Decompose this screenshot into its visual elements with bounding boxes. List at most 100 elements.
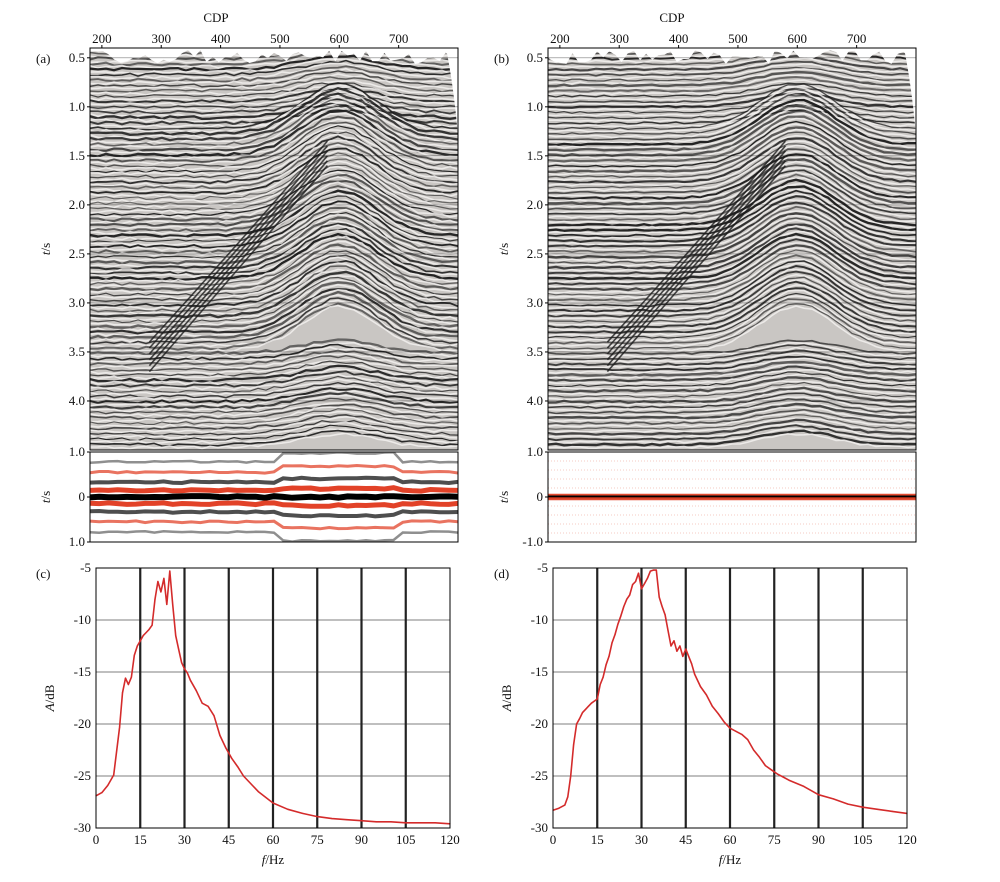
reflector-line: [548, 123, 916, 171]
time-axis-title: t/s: [496, 243, 511, 255]
seismic-section-a: [90, 48, 458, 450]
spectrum-point: [599, 683, 601, 686]
spectrum-plot-c: [95, 567, 451, 829]
autocorr-band: [90, 500, 458, 509]
reflector-line: [548, 60, 916, 77]
reflector-line: [90, 358, 458, 375]
reflector-line: [548, 411, 916, 428]
autocorr-band: [90, 452, 458, 465]
cdp-axis-title: CDP: [659, 10, 684, 25]
cdp-tick-label: 700: [847, 31, 867, 46]
spectrum-point: [747, 739, 749, 741]
reflector-line: [548, 144, 916, 192]
reflector-line: [90, 92, 458, 142]
amp-tick-label: -10: [74, 612, 91, 627]
spectrum-point: [584, 708, 587, 711]
reflector-line: [548, 279, 916, 326]
reflector-line: [548, 385, 916, 401]
spectrum-point: [287, 808, 289, 810]
reflector-line: [90, 385, 458, 402]
reflector-line: [548, 380, 916, 396]
reflector-line: [548, 49, 916, 66]
freq-axis-title: f/Hz: [719, 852, 742, 867]
reflector-line: [548, 214, 916, 262]
autocorr-band: [90, 493, 458, 501]
freq-tick-label: 75: [768, 832, 781, 847]
reflector-line: [90, 97, 458, 115]
reflector-line: [548, 178, 916, 228]
spectrum-point: [172, 603, 174, 606]
reflector-line: [548, 368, 916, 385]
autocorr-band: [90, 530, 458, 542]
spectrum-point: [717, 713, 719, 715]
reflector-line: [548, 249, 916, 297]
spectrum-point: [163, 577, 165, 580]
spectrum-point: [776, 773, 778, 775]
reflector-line: [548, 95, 916, 112]
dipping-event: [148, 140, 329, 343]
spectrum-point: [637, 572, 640, 574]
dipping-event: [148, 145, 329, 349]
spectrum-point: [154, 598, 156, 600]
spectrum-point: [661, 605, 663, 608]
spectrum-point: [301, 812, 304, 815]
reflector-line: [548, 386, 916, 404]
dipping-event: [148, 150, 329, 355]
spectrum-point: [257, 791, 259, 793]
reflector-line: [548, 79, 916, 96]
reflector-line: [90, 121, 458, 168]
reflector-line: [548, 88, 916, 136]
reflector-line: [90, 432, 458, 450]
amp-axis-title: A/dB: [42, 684, 57, 712]
autocorrelation-a: [90, 452, 458, 542]
reflector-line: [90, 378, 458, 396]
spectrum-point: [673, 640, 675, 642]
reflector-line: [90, 363, 458, 380]
spectrum-point: [617, 623, 619, 625]
reflector-line: [90, 131, 458, 179]
spectrum-point: [682, 655, 684, 658]
spectrum-point: [242, 775, 245, 777]
freq-tick-label: 120: [897, 832, 917, 847]
dipping-event: [148, 155, 329, 361]
spectrum-point: [316, 816, 318, 818]
reflector-line: [90, 59, 458, 77]
reflector-line: [548, 86, 916, 104]
amp-tick-label: -15: [74, 664, 91, 679]
freq-tick-label: 60: [267, 832, 280, 847]
spectrum-point: [658, 596, 660, 598]
reflector-line: [548, 115, 916, 163]
cdp-tick-label: 500: [728, 31, 748, 46]
dipping-event: [606, 140, 787, 343]
reflector-line: [548, 417, 916, 433]
spectrum-point: [576, 723, 578, 725]
spectrum-point: [608, 655, 610, 658]
spectrum-point: [602, 676, 604, 678]
spectrum-point: [186, 672, 188, 674]
spectrum-point: [596, 698, 598, 700]
reflector-line: [90, 82, 458, 99]
reflector-line: [548, 289, 916, 337]
time-tick-label: 3.0: [527, 295, 543, 310]
cdp-tick-label: 600: [788, 31, 808, 46]
reflector-line: [90, 274, 458, 321]
reflector-line: [548, 373, 916, 390]
reflector-line: [548, 137, 916, 184]
spectrum-point: [127, 683, 129, 686]
spectrum-point: [570, 775, 572, 777]
spectrum-point: [699, 686, 702, 688]
reflector-line: [90, 290, 458, 340]
spectrum-point: [175, 635, 177, 637]
reflector-line: [90, 429, 458, 447]
time-tick-label: 4.0: [69, 393, 85, 408]
dipping-event: [606, 145, 787, 349]
spectrum-point: [331, 818, 333, 820]
dipping-event: [606, 165, 787, 373]
reflector-line: [90, 76, 458, 93]
reflector-line: [548, 120, 916, 168]
spectrum-point: [685, 648, 687, 650]
reflector-line: [90, 373, 458, 391]
reflector-line: [90, 421, 458, 439]
freq-tick-label: 105: [396, 832, 416, 847]
spectrum-point: [558, 807, 560, 809]
